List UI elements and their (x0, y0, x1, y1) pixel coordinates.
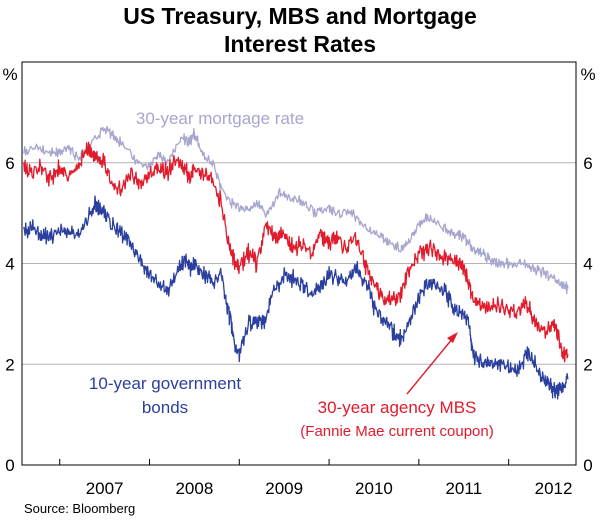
plot-frame (21, 61, 577, 466)
chart-title-line2: Interest Rates (224, 31, 376, 57)
x-tick-2012: 2012 (535, 479, 573, 498)
y-tick-left-4: 4 (5, 255, 14, 274)
y-tick-right-4: 4 (583, 255, 592, 274)
x-tick-2008: 2008 (175, 479, 213, 498)
source-note: Source: Bloomberg (24, 501, 135, 516)
chart-title-line1: US Treasury, MBS and Mortgage (123, 3, 477, 29)
label-mortgage: 30-year mortgage rate (136, 109, 304, 128)
x-tick-2011: 2011 (445, 479, 482, 498)
x-tick-2010: 2010 (355, 479, 393, 498)
label-bonds-line1: 10-year government (89, 374, 241, 393)
y-tick-right-6: 6 (583, 154, 592, 173)
label-bonds-line2: bonds (142, 398, 188, 417)
y-tick-right-2: 2 (583, 355, 592, 374)
series-mortgage (23, 125, 569, 295)
tick-labels: 0 0 2 2 4 4 6 6 2007 2008 2009 2010 2011 2012 (5, 154, 592, 498)
series-bonds (23, 195, 569, 400)
y-unit-right: % (580, 65, 595, 84)
y-tick-left-0: 0 (5, 456, 14, 475)
y-tick-left-2: 2 (5, 355, 14, 374)
series-mbs (23, 141, 569, 363)
label-mbs-line2: (Fannie Mae current coupon) (300, 423, 493, 440)
x-tick-2009: 2009 (265, 479, 303, 498)
series-lines (23, 125, 569, 400)
x-tick-2007: 2007 (86, 479, 124, 498)
mbs-arrow (406, 332, 458, 395)
y-unit-left: % (2, 65, 17, 84)
y-tick-left-6: 6 (5, 154, 14, 173)
y-tick-right-0: 0 (583, 456, 592, 475)
label-mbs-line1: 30-year agency MBS (318, 398, 477, 417)
